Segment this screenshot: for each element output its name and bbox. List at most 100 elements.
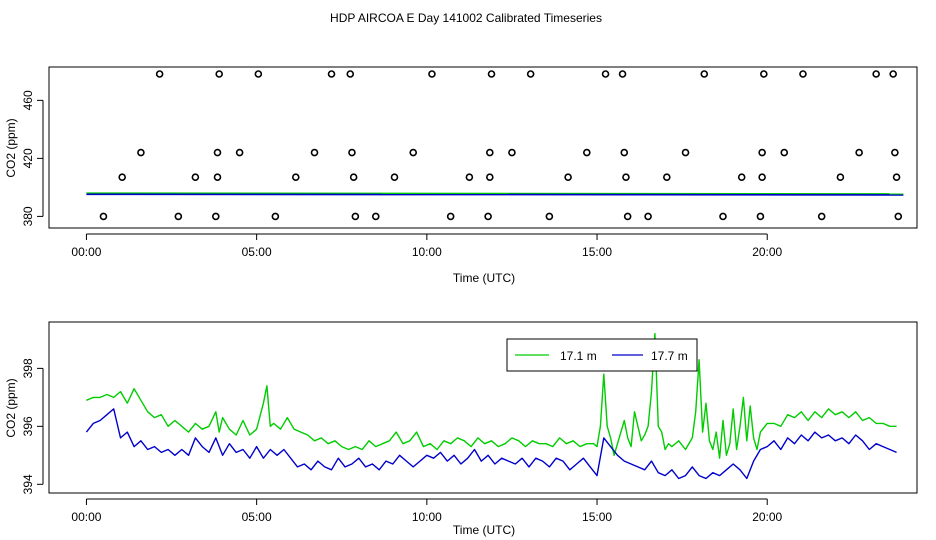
- top-x-axis-label: Time (UTC): [453, 271, 515, 285]
- figure-title: HDP AIRCOA E Day 141002 Calibrated Times…: [330, 11, 602, 25]
- top-calibration-points: [99, 70, 903, 221]
- calibration-point: [271, 212, 280, 221]
- calibration-point: [215, 70, 223, 78]
- calibration-point: [601, 70, 610, 78]
- calibration-point: [191, 173, 200, 182]
- calibration-point: [564, 173, 572, 182]
- calibration-point: [390, 173, 399, 182]
- calibration-point: [894, 212, 903, 221]
- bottom-x-tick-label: 15:00: [582, 510, 612, 524]
- calibration-point: [719, 212, 727, 221]
- calibration-point: [371, 212, 380, 221]
- calibration-point: [891, 148, 899, 157]
- top-x-tick-label: 10:00: [412, 245, 442, 259]
- calibration-point: [349, 173, 358, 182]
- calibration-point: [760, 70, 768, 78]
- calibration-point: [428, 70, 436, 78]
- top-y-tick-label: 420: [21, 148, 35, 168]
- bottom-y-tick-label: 398: [21, 358, 35, 378]
- bottom-x-tick-label: 00:00: [71, 510, 101, 524]
- calibration-point: [799, 70, 807, 78]
- calibration-point: [99, 212, 108, 221]
- calibration-point: [508, 148, 516, 157]
- calibration-point: [583, 148, 591, 157]
- calibration-point: [486, 173, 494, 182]
- calibration-point: [235, 148, 244, 157]
- calibration-point: [620, 148, 629, 157]
- calibration-point: [758, 173, 766, 182]
- calibration-point: [327, 70, 336, 78]
- bottom-series-lines: [85, 332, 897, 480]
- calibration-point: [487, 70, 496, 78]
- top-panel: 00:00 05:00 10:00 15:00 20:00 380 420 460 Time…: [4, 66, 918, 285]
- calibration-point: [623, 212, 632, 221]
- calibration-point: [622, 173, 630, 182]
- top-y-tick-label: 460: [21, 90, 35, 110]
- calibration-point: [351, 212, 360, 221]
- calibration-point: [889, 70, 897, 78]
- bottom-y-axis: 394 396 398: [21, 358, 44, 494]
- calibration-point: [484, 212, 492, 221]
- calibration-point: [758, 148, 766, 157]
- calibration-point: [644, 212, 652, 221]
- calibration-point: [855, 148, 863, 157]
- top-y-axis: 380 420 460: [21, 90, 44, 226]
- calibration-point: [526, 70, 535, 78]
- legend-label-17-1: 17.1 m: [560, 349, 597, 363]
- calibration-point: [486, 148, 494, 157]
- calibration-point: [663, 173, 671, 182]
- top-y-axis-label: CO2 (ppm): [4, 118, 18, 177]
- calibration-point: [700, 70, 709, 78]
- legend-label-17-7: 17.7 m: [651, 349, 688, 363]
- calibration-point: [446, 212, 455, 221]
- calibration-point: [465, 173, 474, 182]
- bottom-series-green: [86, 332, 897, 459]
- calibration-point: [817, 212, 826, 221]
- bottom-x-axis-label: Time (UTC): [453, 523, 515, 537]
- top-plot-frame: [48, 66, 918, 229]
- top-x-tick-label: 20:00: [752, 245, 782, 259]
- calibration-point: [409, 148, 418, 157]
- top-x-tick-label: 05:00: [242, 245, 272, 259]
- calibration-point: [348, 148, 356, 157]
- calibration-point: [211, 212, 220, 221]
- calibration-point: [137, 148, 145, 157]
- calibration-point: [836, 173, 845, 182]
- bottom-x-tick-label: 10:00: [412, 510, 442, 524]
- calibration-point: [174, 212, 183, 221]
- bottom-panel: 00:00 05:00 10:00 15:00 20:00 394 396 398 Time…: [4, 321, 918, 537]
- calibration-point: [892, 173, 901, 182]
- calibration-point: [254, 70, 263, 78]
- top-x-axis: 00:00 05:00 10:00 15:00 20:00: [71, 233, 783, 259]
- calibration-point: [737, 173, 746, 182]
- bottom-x-axis: 00:00 05:00 10:00 15:00 20:00: [71, 498, 783, 524]
- calibration-point: [756, 212, 765, 221]
- bottom-series-blue: [85, 408, 897, 480]
- calibration-point: [310, 148, 319, 157]
- bottom-x-tick-label: 05:00: [242, 510, 272, 524]
- legend: 17.1 m 17.7 m: [506, 338, 698, 372]
- bottom-y-axis-label: CO2 (ppm): [4, 378, 18, 437]
- bottom-y-tick-label: 394: [21, 474, 35, 494]
- calibration-point: [213, 148, 222, 157]
- calibration-point: [681, 148, 690, 157]
- calibration-point: [618, 70, 627, 78]
- bottom-x-tick-label: 20:00: [752, 510, 782, 524]
- calibration-point: [545, 212, 554, 221]
- calibration-point: [346, 70, 355, 78]
- top-series-lines: [86, 192, 904, 196]
- calibration-point: [118, 173, 126, 182]
- calibration-point: [291, 173, 300, 182]
- top-x-tick-label: 15:00: [582, 245, 612, 259]
- top-y-tick-label: 380: [21, 206, 35, 226]
- calibration-point: [155, 70, 164, 78]
- calibration-point: [780, 148, 789, 157]
- calibration-point: [213, 173, 222, 182]
- top-x-tick-label: 00:00: [71, 245, 101, 259]
- bottom-plot-frame: [48, 321, 918, 494]
- top-series-green: [86, 192, 904, 195]
- bottom-y-tick-label: 396: [21, 416, 35, 436]
- calibration-point: [872, 70, 880, 78]
- top-series-blue: [86, 193, 904, 196]
